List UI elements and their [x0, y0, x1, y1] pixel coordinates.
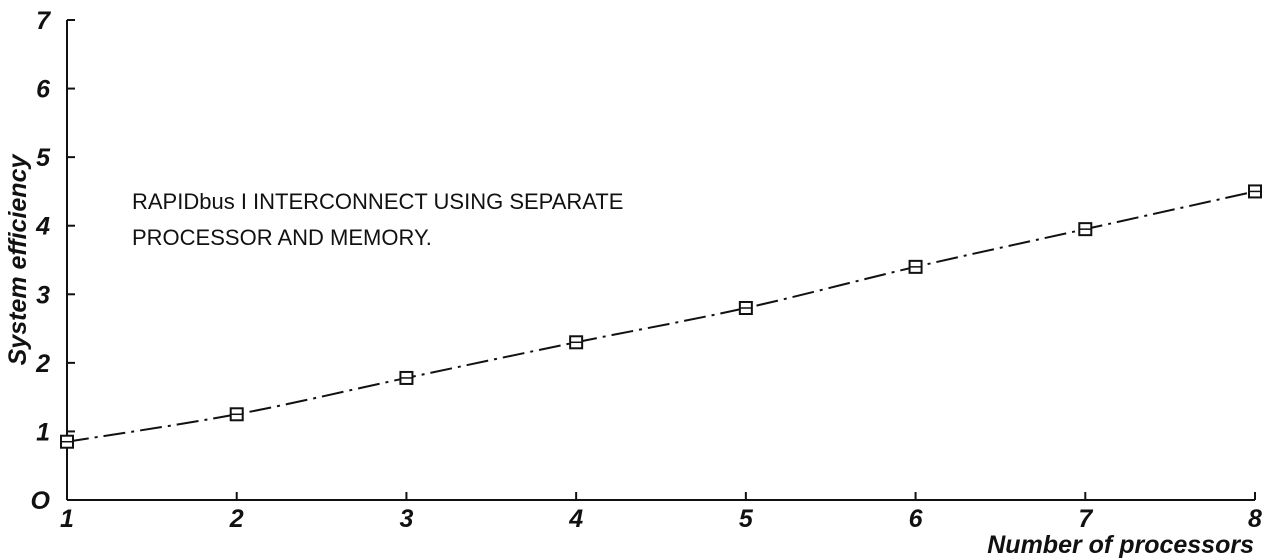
x-tick-label: 2 [229, 505, 244, 533]
x-tick-label: 5 [739, 505, 754, 533]
y-tick-label: 2 [35, 350, 50, 378]
x-tick-label: 8 [1248, 505, 1262, 533]
ticks [66, 19, 1256, 501]
series [60, 184, 1262, 449]
x-tick-label: 4 [568, 505, 583, 533]
x-tick-label: 6 [909, 505, 924, 533]
x-tick-label: 1 [60, 505, 74, 533]
chart-annotation-line-2: PROCESSOR AND MEMORY. [132, 225, 432, 250]
series-line [66, 190, 1256, 443]
y-tick-label: O [31, 487, 51, 515]
y-tick-label: 5 [36, 144, 51, 172]
y-tick-label: 1 [36, 418, 50, 446]
y-tick-label: 4 [35, 213, 50, 241]
y-tick-label: 7 [36, 7, 51, 35]
x-axis-title: Number of processors [987, 531, 1254, 559]
x-tick-label: 7 [1078, 505, 1093, 533]
chart-annotation-line-1: RAPIDbus I INTERCONNECT USING SEPARATE [132, 189, 623, 214]
x-tick-label: 3 [399, 505, 413, 533]
y-tick-label: 3 [36, 281, 50, 309]
y-tick-label: 6 [36, 76, 51, 104]
axes [66, 20, 1255, 501]
y-axis-title: System efficiency [4, 154, 32, 366]
